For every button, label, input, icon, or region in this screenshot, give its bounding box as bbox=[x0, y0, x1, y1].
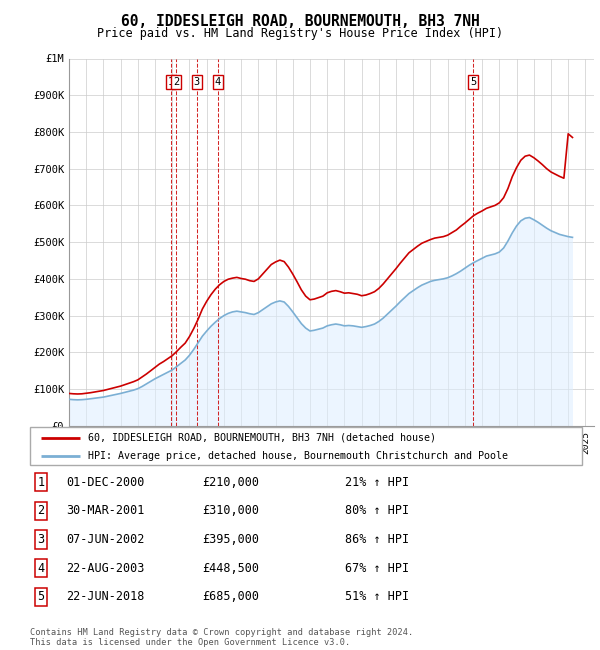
Text: 07-JUN-2002: 07-JUN-2002 bbox=[66, 533, 144, 546]
Text: £210,000: £210,000 bbox=[203, 476, 260, 489]
Text: 4: 4 bbox=[215, 77, 221, 87]
Text: 51% ↑ HPI: 51% ↑ HPI bbox=[345, 590, 409, 603]
Text: HPI: Average price, detached house, Bournemouth Christchurch and Poole: HPI: Average price, detached house, Bour… bbox=[88, 452, 508, 461]
Text: 1: 1 bbox=[168, 77, 174, 87]
Text: 86% ↑ HPI: 86% ↑ HPI bbox=[345, 533, 409, 546]
Text: 3: 3 bbox=[194, 77, 200, 87]
Text: £685,000: £685,000 bbox=[203, 590, 260, 603]
Text: 21% ↑ HPI: 21% ↑ HPI bbox=[345, 476, 409, 489]
Text: 1: 1 bbox=[37, 476, 44, 489]
Text: 5: 5 bbox=[37, 590, 44, 603]
Text: 3: 3 bbox=[37, 533, 44, 546]
Text: 67% ↑ HPI: 67% ↑ HPI bbox=[345, 562, 409, 575]
Text: 2: 2 bbox=[37, 504, 44, 517]
Text: £395,000: £395,000 bbox=[203, 533, 260, 546]
Text: 2: 2 bbox=[173, 77, 179, 87]
Text: 30-MAR-2001: 30-MAR-2001 bbox=[66, 504, 144, 517]
Text: 80% ↑ HPI: 80% ↑ HPI bbox=[345, 504, 409, 517]
Text: 4: 4 bbox=[37, 562, 44, 575]
Text: £448,500: £448,500 bbox=[203, 562, 260, 575]
Text: 22-AUG-2003: 22-AUG-2003 bbox=[66, 562, 144, 575]
Text: 01-DEC-2000: 01-DEC-2000 bbox=[66, 476, 144, 489]
Text: £310,000: £310,000 bbox=[203, 504, 260, 517]
Text: 60, IDDESLEIGH ROAD, BOURNEMOUTH, BH3 7NH (detached house): 60, IDDESLEIGH ROAD, BOURNEMOUTH, BH3 7N… bbox=[88, 433, 436, 443]
Text: Contains HM Land Registry data © Crown copyright and database right 2024.
This d: Contains HM Land Registry data © Crown c… bbox=[30, 628, 413, 647]
Text: 5: 5 bbox=[470, 77, 476, 87]
Text: 60, IDDESLEIGH ROAD, BOURNEMOUTH, BH3 7NH: 60, IDDESLEIGH ROAD, BOURNEMOUTH, BH3 7N… bbox=[121, 14, 479, 29]
Text: Price paid vs. HM Land Registry's House Price Index (HPI): Price paid vs. HM Land Registry's House … bbox=[97, 27, 503, 40]
Text: 22-JUN-2018: 22-JUN-2018 bbox=[66, 590, 144, 603]
FancyBboxPatch shape bbox=[30, 427, 582, 465]
